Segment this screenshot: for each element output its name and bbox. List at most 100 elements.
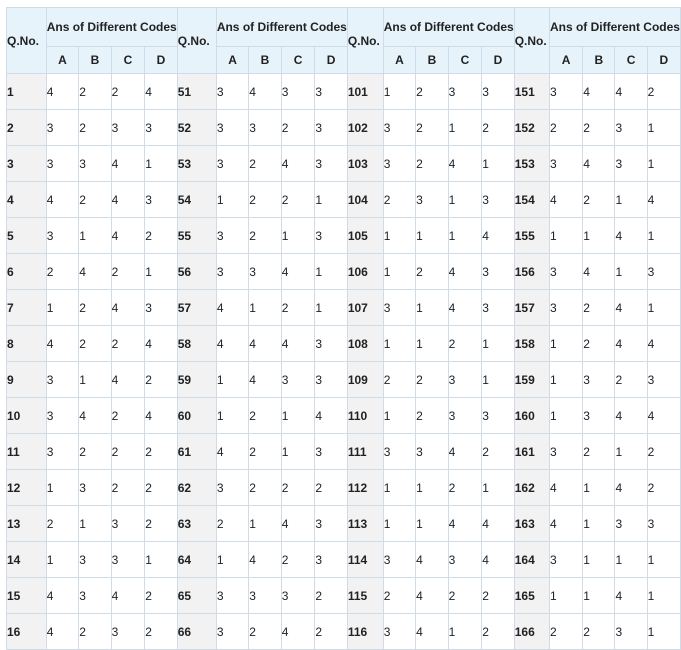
answer-code-a-cell: 4 xyxy=(45,613,80,650)
answer-code-d-cell: 2 xyxy=(144,361,178,398)
answer-code-d-cell: 4 xyxy=(646,181,681,218)
answer-code-d-cell: 1 xyxy=(144,145,178,182)
code-header-b: B xyxy=(248,46,282,74)
answer-code-c-cell: 4 xyxy=(110,577,146,614)
question-number-cell: 56 xyxy=(176,253,217,290)
answer-code-c-cell: 4 xyxy=(110,181,146,218)
code-header-d: D xyxy=(481,46,515,74)
answer-code-a-cell: 1 xyxy=(382,469,417,506)
answer-code-a-cell: 3 xyxy=(382,145,417,182)
question-number-cell: 11 xyxy=(6,433,47,470)
answer-code-c-cell: 4 xyxy=(447,145,483,182)
answer-code-b-cell: 1 xyxy=(248,505,282,542)
answer-code-a-cell: 3 xyxy=(45,109,80,146)
answer-code-d-cell: 2 xyxy=(144,433,178,470)
question-number-cell: 116 xyxy=(346,613,384,650)
question-number-cell: 4 xyxy=(6,181,47,218)
question-number-cell: 60 xyxy=(176,397,217,434)
answer-code-c-cell: 1 xyxy=(447,181,483,218)
answer-code-a-cell: 1 xyxy=(548,397,584,434)
answer-code-b-cell: 2 xyxy=(78,433,112,470)
answer-code-d-cell: 1 xyxy=(144,253,178,290)
answer-code-b-cell: 3 xyxy=(78,469,112,506)
answer-code-c-cell: 4 xyxy=(280,145,316,182)
answer-code-a-cell: 3 xyxy=(382,433,417,470)
question-number-cell: 63 xyxy=(176,505,217,542)
answer-code-c-cell: 1 xyxy=(447,613,483,650)
answer-code-b-cell: 4 xyxy=(78,397,112,434)
answer-code-c-cell: 4 xyxy=(110,361,146,398)
answer-code-a-cell: 3 xyxy=(215,145,250,182)
answer-code-d-cell: 1 xyxy=(481,325,515,362)
answer-code-d-cell: 4 xyxy=(144,73,178,110)
answer-code-c-cell: 1 xyxy=(280,433,316,470)
answer-code-a-cell: 2 xyxy=(382,181,417,218)
answer-code-c-cell: 3 xyxy=(447,541,483,578)
answer-code-b-cell: 1 xyxy=(415,505,449,542)
answer-code-a-cell: 1 xyxy=(215,541,250,578)
answer-code-d-cell: 3 xyxy=(144,289,178,326)
question-number-cell: 101 xyxy=(346,73,384,110)
answer-code-d-cell: 2 xyxy=(314,577,348,614)
answer-code-a-cell: 4 xyxy=(45,181,80,218)
table-row: 13 2 1 3 2 63 2 1 4 3 113 1 1 4 4 163 4 1 3 3 xyxy=(6,505,681,542)
answer-code-d-cell: 3 xyxy=(314,145,348,182)
table-row: 15 4 3 4 2 65 3 3 3 2 115 2 4 2 2 165 1 1 4 1 xyxy=(6,577,681,614)
answer-code-a-cell: 4 xyxy=(548,181,584,218)
table-row: 3 3 3 4 1 53 3 2 4 3 103 3 2 4 1 153 3 4 3 1 xyxy=(6,145,681,182)
answer-code-d-cell: 3 xyxy=(646,361,681,398)
answer-code-a-cell: 3 xyxy=(45,217,80,254)
answer-code-d-cell: 1 xyxy=(646,289,681,326)
answer-code-c-cell: 4 xyxy=(110,217,146,254)
answer-code-d-cell: 2 xyxy=(481,577,515,614)
answer-code-c-cell: 2 xyxy=(110,253,146,290)
answer-code-c-cell: 3 xyxy=(110,505,146,542)
question-number-cell: 107 xyxy=(346,289,384,326)
table-row: 5 3 1 4 2 55 3 2 1 3 105 1 1 1 4 155 1 1 4 1 xyxy=(6,217,681,254)
answer-code-a-cell: 1 xyxy=(45,289,80,326)
answer-code-a-cell: 4 xyxy=(548,469,584,506)
question-number-cell: 159 xyxy=(513,361,550,398)
answer-code-b-cell: 4 xyxy=(248,361,282,398)
answer-code-c-cell: 4 xyxy=(280,325,316,362)
answer-code-a-cell: 3 xyxy=(215,469,250,506)
question-number-cell: 103 xyxy=(346,145,384,182)
question-number-cell: 105 xyxy=(346,217,384,254)
table-row: 7 1 2 4 3 57 4 1 2 1 107 3 1 4 3 157 3 2 4 1 xyxy=(6,289,681,326)
answer-code-c-cell: 4 xyxy=(614,469,648,506)
answer-code-d-cell: 4 xyxy=(144,397,178,434)
question-number-cell: 106 xyxy=(346,253,384,290)
question-number-cell: 102 xyxy=(346,109,384,146)
answer-code-d-cell: 2 xyxy=(144,613,178,650)
question-number-cell: 153 xyxy=(513,145,550,182)
header-row-groups: Q.No. Ans of Different Codes Q.No. Ans of D… xyxy=(6,7,681,74)
question-number-cell: 160 xyxy=(513,397,550,434)
question-number-cell: 166 xyxy=(513,613,550,650)
answer-code-d-cell: 4 xyxy=(646,325,681,362)
question-number-cell: 10 xyxy=(6,397,47,434)
answer-code-d-cell: 3 xyxy=(314,217,348,254)
answer-code-b-cell: 4 xyxy=(582,145,616,182)
question-number-cell: 7 xyxy=(6,289,47,326)
answer-code-a-cell: 3 xyxy=(548,73,584,110)
answer-code-b-cell: 2 xyxy=(78,73,112,110)
answer-code-b-cell: 1 xyxy=(415,289,449,326)
code-header-c: C xyxy=(447,46,483,74)
question-number-cell: 54 xyxy=(176,181,217,218)
answer-code-a-cell: 1 xyxy=(548,361,584,398)
answer-code-d-cell: 4 xyxy=(481,217,515,254)
answer-code-b-cell: 1 xyxy=(582,217,616,254)
table-row: 10 3 4 2 4 60 1 2 1 4 110 1 2 3 3 160 1 3 4 4 xyxy=(6,397,681,434)
answer-code-b-cell: 4 xyxy=(248,541,282,578)
question-number-cell: 157 xyxy=(513,289,550,326)
answer-code-c-cell: 4 xyxy=(280,505,316,542)
question-number-cell: 155 xyxy=(513,217,550,254)
answer-code-b-cell: 3 xyxy=(78,541,112,578)
code-header-a: A xyxy=(382,46,417,74)
answer-code-c-cell: 3 xyxy=(614,505,648,542)
answer-code-c-cell: 1 xyxy=(280,217,316,254)
question-number-cell: 109 xyxy=(346,361,384,398)
answer-code-b-cell: 3 xyxy=(248,253,282,290)
answer-code-a-cell: 2 xyxy=(382,577,417,614)
answer-code-a-cell: 4 xyxy=(215,325,250,362)
